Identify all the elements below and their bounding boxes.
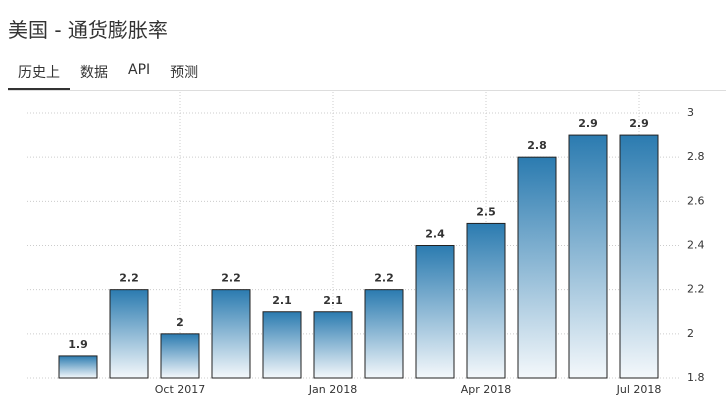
y-tick-label: 2.6	[687, 194, 705, 207]
bar	[466, 222, 506, 379]
value-label: 2.2	[221, 272, 241, 285]
value-label: 2.9	[578, 117, 598, 130]
value-label: 2.8	[527, 139, 547, 152]
value-label: 2.5	[476, 205, 496, 218]
bar	[619, 134, 659, 379]
bar	[109, 289, 149, 379]
value-label: 2.2	[119, 272, 139, 285]
tab[interactable]: 预测	[170, 65, 199, 81]
y-tick-label: 2.8	[687, 150, 705, 163]
x-tick-label: Oct 2017	[155, 383, 206, 396]
value-label: 2	[176, 316, 184, 329]
y-tick-label: 2.4	[687, 239, 705, 252]
tab[interactable]: 数据	[80, 65, 108, 81]
y-tick-label: 1.8	[687, 371, 705, 384]
bar	[211, 289, 251, 379]
x-tick-label: Jul 2018	[616, 383, 662, 396]
value-label: 2.4	[425, 228, 445, 241]
y-tick-label: 3	[687, 106, 694, 119]
x-tick-label: Jan 2018	[308, 383, 357, 396]
bar	[364, 289, 404, 379]
tab[interactable]: API	[128, 62, 151, 78]
bar	[313, 311, 353, 379]
tab[interactable]: 历史上	[8, 56, 70, 90]
value-label: 1.9	[68, 338, 88, 351]
value-label: 2.1	[323, 294, 343, 307]
value-label: 2.9	[629, 117, 649, 130]
y-tick-label: 2	[687, 327, 694, 340]
bar	[160, 333, 200, 379]
value-label: 2.2	[374, 272, 394, 285]
y-tick-label: 2.2	[687, 283, 705, 296]
value-label: 2.1	[272, 294, 292, 307]
bar	[58, 355, 98, 379]
bar	[568, 134, 608, 379]
page-title: 美国 - 通货膨胀率	[8, 18, 168, 42]
tab-bar: 历史上 数据 API 预测	[8, 56, 726, 91]
bar	[517, 156, 557, 379]
x-tick-label: Apr 2018	[461, 383, 512, 396]
bar	[415, 245, 455, 379]
bar	[262, 311, 302, 379]
